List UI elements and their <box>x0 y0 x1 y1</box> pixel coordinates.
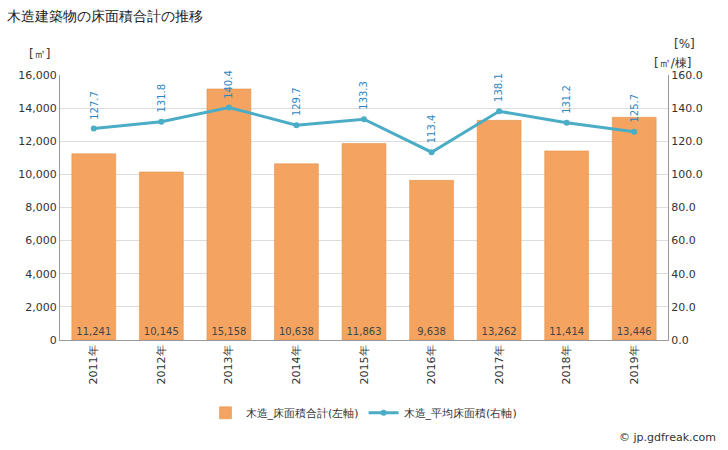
svg-text:2013年: 2013年 <box>222 345 235 384</box>
svg-text:120.0: 120.0 <box>671 135 703 148</box>
svg-text:[%]: [%] <box>674 37 695 51</box>
svg-text:8,000: 8,000 <box>25 201 57 214</box>
svg-text:138.1: 138.1 <box>493 73 504 102</box>
svg-text:2018年: 2018年 <box>560 345 573 384</box>
svg-text:140.4: 140.4 <box>223 70 234 99</box>
svg-text:20.0: 20.0 <box>671 301 696 314</box>
svg-text:4,000: 4,000 <box>25 268 57 281</box>
svg-text:12,000: 12,000 <box>18 135 57 148</box>
svg-text:160.0: 160.0 <box>671 69 703 82</box>
svg-text:13,446: 13,446 <box>617 326 652 337</box>
svg-text:2017年: 2017年 <box>493 345 506 384</box>
svg-text:6,000: 6,000 <box>25 234 57 247</box>
svg-text:11,863: 11,863 <box>347 326 382 337</box>
svg-text:15,158: 15,158 <box>211 326 246 337</box>
svg-text:11,414: 11,414 <box>549 326 584 337</box>
svg-text:2012年: 2012年 <box>155 345 168 384</box>
svg-text:16,000: 16,000 <box>18 69 57 82</box>
svg-text:2019年: 2019年 <box>628 345 641 384</box>
svg-text:10,638: 10,638 <box>279 326 314 337</box>
svg-text:11,241: 11,241 <box>76 326 111 337</box>
svg-text:2016年: 2016年 <box>425 345 438 384</box>
svg-text:木造建築物の床面積合計の推移: 木造建築物の床面積合計の推移 <box>7 8 203 24</box>
svg-text:0: 0 <box>50 334 57 347</box>
svg-text:© jp.gdfreak.com: © jp.gdfreak.com <box>619 431 716 444</box>
svg-text:60.0: 60.0 <box>671 234 696 247</box>
svg-text:127.7: 127.7 <box>89 91 100 120</box>
svg-text:2011年: 2011年 <box>87 345 100 384</box>
svg-text:113.4: 113.4 <box>426 115 437 144</box>
svg-text:木造_床面積合計(左軸): 木造_床面積合計(左軸) <box>246 407 359 420</box>
svg-text:125.7: 125.7 <box>629 94 640 123</box>
svg-text:131.8: 131.8 <box>156 84 167 113</box>
svg-text:2015年: 2015年 <box>358 345 371 384</box>
svg-text:[㎡/棟]: [㎡/棟] <box>654 56 691 70</box>
svg-text:13,262: 13,262 <box>482 326 517 337</box>
svg-text:0.0: 0.0 <box>671 334 689 347</box>
svg-text:9,638: 9,638 <box>417 326 446 337</box>
svg-text:10,145: 10,145 <box>144 326 179 337</box>
svg-text:129.7: 129.7 <box>291 87 302 116</box>
svg-text:2014年: 2014年 <box>290 345 303 384</box>
svg-text:131.2: 131.2 <box>561 85 572 114</box>
svg-text:木造_平均床面積(右軸): 木造_平均床面積(右軸) <box>404 407 517 420</box>
svg-text:2,000: 2,000 <box>25 301 57 314</box>
svg-text:10,000: 10,000 <box>18 168 57 181</box>
svg-text:14,000: 14,000 <box>18 102 57 115</box>
svg-text:133.3: 133.3 <box>358 81 369 110</box>
svg-text:80.0: 80.0 <box>671 201 696 214</box>
svg-text:100.0: 100.0 <box>671 168 703 181</box>
svg-text:140.0: 140.0 <box>671 102 703 115</box>
svg-text:[㎡]: [㎡] <box>29 47 50 61</box>
svg-text:40.0: 40.0 <box>671 268 696 281</box>
